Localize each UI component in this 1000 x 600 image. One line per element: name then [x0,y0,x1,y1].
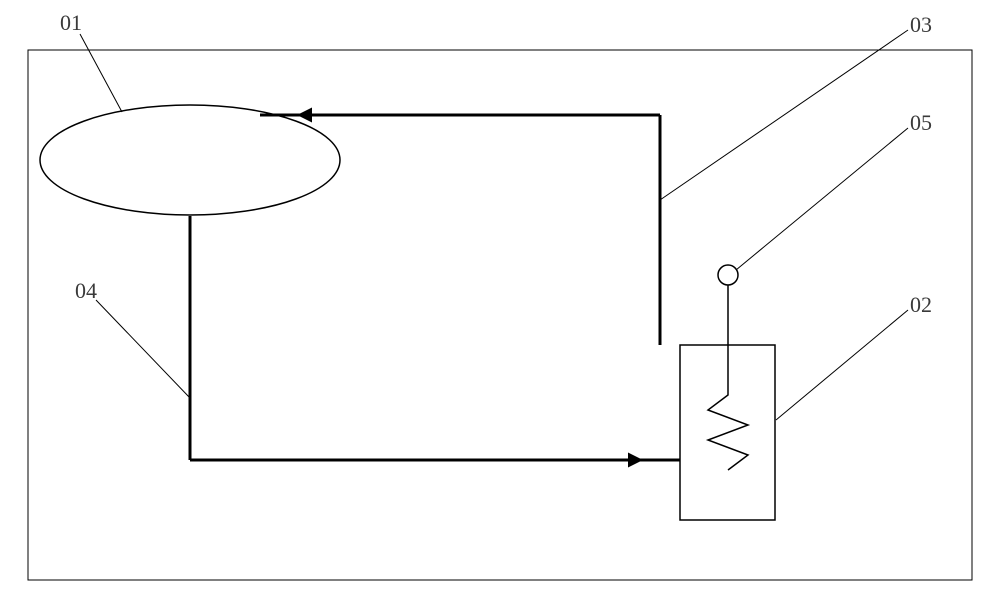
component-01-ellipse [40,105,340,215]
drawing-frame [28,50,972,580]
component-05-valve [718,265,738,285]
leader-line-02 [776,310,908,420]
label-04: 04 [75,278,97,303]
heater-element-icon [708,345,748,470]
label-03: 03 [910,12,932,37]
label-05: 05 [910,110,932,135]
leader-line-05 [736,128,908,270]
label-01: 01 [60,10,82,35]
leader-line-03 [660,30,908,200]
label-02: 02 [910,292,932,317]
leader-line-04 [96,300,190,398]
leader-line-01 [80,34,122,112]
